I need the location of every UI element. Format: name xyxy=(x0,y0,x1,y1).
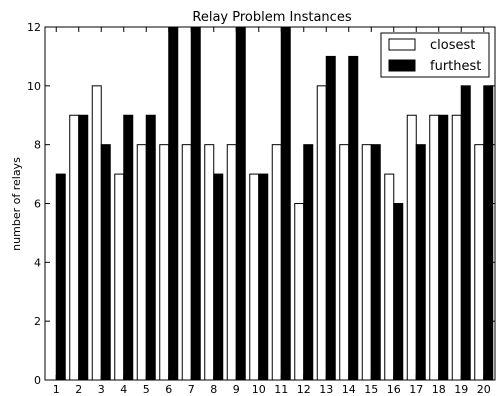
x-tick-label: 16 xyxy=(387,383,401,396)
bar-furthest-1 xyxy=(55,173,66,381)
bar-furthest-15 xyxy=(370,144,381,381)
y-tick-label: 2 xyxy=(34,315,41,328)
y-tick-label: 12 xyxy=(27,21,41,34)
x-tick-label: 15 xyxy=(364,383,378,396)
y-tick-label: 10 xyxy=(27,80,41,93)
x-tick-label: 18 xyxy=(432,383,446,396)
x-tick-label: 5 xyxy=(143,383,150,396)
chart-title: Relay Problem Instances xyxy=(192,10,351,25)
bar-furthest-17 xyxy=(415,144,426,381)
bar-furthest-8 xyxy=(213,173,224,381)
x-tick-label: 2 xyxy=(75,383,82,396)
bar-furthest-6 xyxy=(168,26,179,381)
x-tick-label: 12 xyxy=(297,383,311,396)
y-tick-label: 0 xyxy=(34,374,41,387)
x-tick-label: 6 xyxy=(165,383,172,396)
bar-closest-9 xyxy=(226,144,237,381)
x-tick-label: 1 xyxy=(53,383,60,396)
plot-frame xyxy=(44,26,496,381)
bar-closest-10 xyxy=(249,173,260,381)
x-tick-label: 13 xyxy=(319,383,333,396)
bar-closest-12 xyxy=(294,203,305,381)
bar-closest-5 xyxy=(136,144,147,381)
y-tick-label: 4 xyxy=(34,256,41,269)
bar-closest-6 xyxy=(159,144,170,381)
legend: closest furthest xyxy=(380,32,490,78)
y-axis-ticks: 0 2 4 6 8 10 12 xyxy=(27,21,495,387)
x-tick-label: 14 xyxy=(342,383,356,396)
bar-furthest-13 xyxy=(325,55,336,381)
bar-furthest-14 xyxy=(348,55,359,381)
y-tick-label: 6 xyxy=(34,198,41,211)
bar-closest-13 xyxy=(316,85,327,381)
x-tick-label: 11 xyxy=(274,383,288,396)
bar-closest-11 xyxy=(271,144,282,381)
x-tick-label: 9 xyxy=(233,383,240,396)
legend-swatch-furthest xyxy=(388,59,416,72)
bar-closest-7 xyxy=(181,144,192,381)
bar-closest-3 xyxy=(91,85,102,381)
bar-closest-16 xyxy=(384,173,395,381)
x-axis-ticks: 1 2 3 4 5 6 7 8 9 10 11 12 13 14 15 16 17 18 19 20 xyxy=(53,27,491,396)
x-tick-label: 20 xyxy=(477,383,491,396)
bar-closest-14 xyxy=(339,144,350,381)
x-tick-label: 17 xyxy=(409,383,423,396)
bar-furthest-10 xyxy=(258,173,269,381)
legend-swatch-closest xyxy=(388,38,416,51)
legend-label-furthest: furthest xyxy=(430,59,481,74)
bar-furthest-12 xyxy=(303,144,314,381)
bar-furthest-11 xyxy=(280,26,291,381)
bar-furthest-7 xyxy=(190,26,201,381)
x-tick-label: 19 xyxy=(454,383,468,396)
bar-closest-18 xyxy=(429,114,440,381)
bar-closest-17 xyxy=(406,114,417,381)
bar-furthest-19 xyxy=(460,85,471,381)
bar-furthest-18 xyxy=(438,114,449,381)
bar-furthest-16 xyxy=(393,203,404,381)
y-tick-label: 8 xyxy=(34,139,41,152)
bar-closest-8 xyxy=(204,144,215,381)
bar-closest-4 xyxy=(114,173,125,381)
x-tick-label: 4 xyxy=(120,383,127,396)
bars xyxy=(55,26,494,381)
x-tick-label: 10 xyxy=(252,383,266,396)
bar-furthest-5 xyxy=(145,114,156,381)
bar-furthest-20 xyxy=(483,85,494,381)
x-tick-label: 8 xyxy=(210,383,217,396)
bar-furthest-3 xyxy=(100,144,111,381)
bar-closest-2 xyxy=(69,114,80,381)
x-tick-label: 7 xyxy=(188,383,195,396)
bar-closest-15 xyxy=(361,144,372,381)
bar-closest-19 xyxy=(451,114,462,381)
bar-furthest-9 xyxy=(235,26,246,381)
legend-label-closest: closest xyxy=(430,38,475,53)
y-axis-label: number of relays xyxy=(10,157,23,251)
bar-furthest-4 xyxy=(123,114,134,381)
x-tick-label: 3 xyxy=(98,383,105,396)
bar-closest-20 xyxy=(474,144,485,381)
bar-furthest-2 xyxy=(78,114,89,381)
